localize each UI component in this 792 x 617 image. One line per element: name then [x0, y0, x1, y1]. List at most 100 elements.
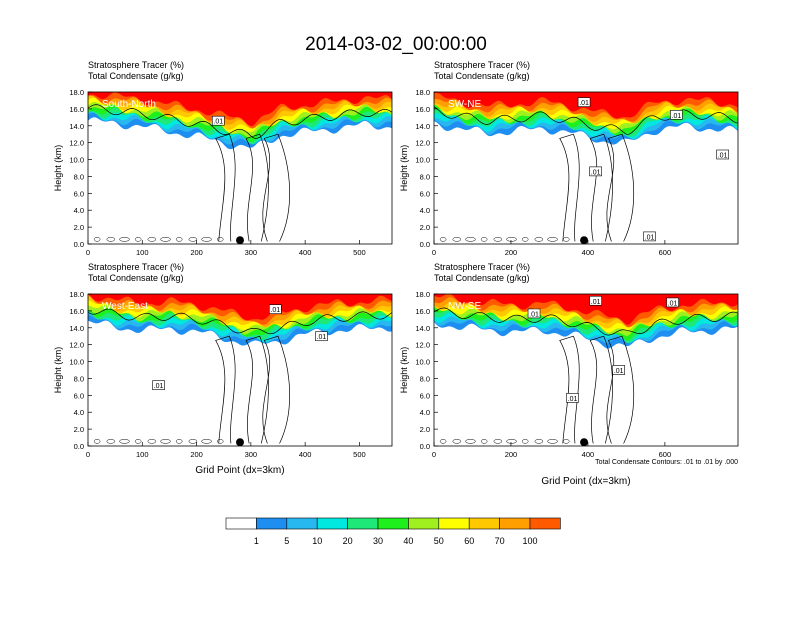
x-tick-label: 500	[353, 450, 366, 459]
column-contour	[215, 335, 236, 444]
x-tick-label: 400	[582, 450, 595, 459]
colorbar-swatch	[529, 517, 561, 530]
contour-label-box	[670, 110, 683, 120]
low-level-contour	[439, 439, 447, 444]
tracer-label: Stratosphere Tracer (%)	[88, 60, 184, 70]
condensate-label: Total Condensate (g/kg)	[434, 71, 530, 81]
contour-label-box	[566, 393, 579, 403]
column-contour	[262, 335, 291, 444]
panel-name: SW-NE	[448, 99, 481, 110]
panel-sw-ne: Stratosphere Tracer (%)Total Condensate …	[399, 60, 739, 257]
tracer-band	[88, 294, 392, 321]
contour-label-box	[268, 304, 282, 315]
colorbar-label: 60	[464, 536, 474, 546]
low-level-contour	[465, 439, 476, 444]
plot-area: .01 .01 .01	[88, 294, 392, 446]
location-marker	[236, 438, 244, 446]
condensate-label: Total Condensate (g/kg)	[88, 71, 184, 81]
low-level-contour	[493, 237, 503, 242]
condensate-contour	[434, 307, 738, 336]
contour-label-box	[527, 308, 541, 319]
y-tick-label: 2.0	[420, 425, 430, 434]
low-level-contour	[493, 439, 503, 444]
panels: Stratosphere Tracer (%)Total Condensate …	[53, 60, 739, 487]
x-tick-label: 200	[505, 450, 518, 459]
condensate-contour	[88, 308, 392, 335]
y-tick-label: 8.0	[74, 374, 84, 383]
y-tick-label: 10.0	[415, 156, 430, 165]
contour-label: .01	[672, 113, 682, 120]
y-tick-label: 4.0	[420, 408, 430, 417]
y-tick-label: 2.0	[420, 223, 430, 232]
y-tick-label: 14.0	[415, 122, 430, 131]
column-contour	[589, 133, 613, 242]
contour-label-box	[315, 331, 328, 342]
column-contour	[606, 133, 635, 242]
low-level-contour	[216, 237, 224, 242]
colorbar-label: 20	[343, 536, 353, 546]
low-level-contour	[134, 237, 142, 242]
y-tick-label: 0.0	[420, 442, 430, 451]
y-tick-label: 8.0	[420, 172, 430, 181]
colorbar-swatch	[347, 517, 379, 530]
contour-label-box	[666, 297, 679, 308]
tracer-label: Stratosphere Tracer (%)	[88, 262, 184, 272]
x-tick-label: 100	[136, 248, 149, 257]
colorbar-swatch	[468, 517, 500, 530]
y-tick-label: 2.0	[74, 425, 84, 434]
y-axis-title: Height (km)	[399, 145, 409, 192]
low-level-contour	[534, 237, 544, 242]
y-tick-label: 0.0	[74, 240, 84, 249]
y-tick-label: 16.0	[69, 105, 84, 114]
plot-frame	[433, 293, 739, 447]
x-tick-label: 400	[299, 248, 312, 257]
contour-label: .01	[568, 396, 578, 403]
colorbar-label: 70	[495, 536, 505, 546]
y-tick-label: 12.0	[69, 341, 84, 350]
low-level-contour	[506, 237, 517, 242]
low-level-contour	[106, 237, 116, 242]
x-tick-label: 200	[505, 248, 518, 257]
condensate-contour	[88, 104, 392, 139]
y-tick-label: 16.0	[415, 307, 430, 316]
colorbar-label: 100	[522, 536, 537, 546]
column-contour	[245, 335, 269, 444]
figure-title: 2014-03-02_00:00:00	[305, 34, 487, 55]
column-contour	[606, 335, 635, 444]
column-contour	[215, 133, 236, 242]
column-contour	[245, 133, 269, 242]
x-tick-label: 400	[582, 248, 595, 257]
y-tick-label: 18.0	[415, 88, 430, 97]
x-tick-label: 0	[432, 248, 436, 257]
colorbar-label: 10	[312, 536, 322, 546]
colorbar-swatch	[438, 517, 470, 530]
y-axis-title: Height (km)	[53, 347, 63, 394]
x-axis-title: Grid Point (dx=3km)	[195, 465, 284, 476]
location-marker	[236, 236, 244, 244]
tracer-band	[88, 92, 392, 126]
low-level-contour	[216, 439, 224, 444]
y-tick-label: 16.0	[415, 105, 430, 114]
y-tick-label: 4.0	[74, 408, 84, 417]
plot-frame	[87, 91, 393, 245]
y-tick-label: 16.0	[69, 307, 84, 316]
x-axis-title: Grid Point (dx=3km)	[541, 476, 630, 487]
tracer-band	[434, 294, 738, 325]
colorbar-swatch	[286, 517, 318, 530]
contour-label-box	[211, 115, 225, 126]
y-tick-label: 6.0	[420, 391, 430, 400]
tracer-label: Stratosphere Tracer (%)	[434, 262, 530, 272]
y-tick-label: 12.0	[69, 139, 84, 148]
low-level-contour	[188, 237, 198, 242]
low-level-contour	[188, 439, 198, 444]
contour-label: .01	[579, 100, 589, 107]
x-tick-label: 400	[299, 450, 312, 459]
colorbar-swatch	[225, 517, 257, 530]
low-level-contour	[93, 439, 101, 444]
contour-label-box	[589, 295, 602, 306]
low-level-contour	[480, 439, 488, 444]
y-tick-label: 8.0	[420, 374, 430, 383]
y-tick-label: 14.0	[69, 122, 84, 131]
